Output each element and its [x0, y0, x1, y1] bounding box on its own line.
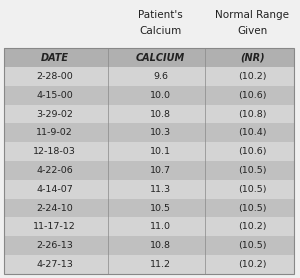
FancyBboxPatch shape	[4, 105, 293, 123]
Text: 12-18-03: 12-18-03	[33, 147, 76, 156]
Text: 3-29-02: 3-29-02	[36, 110, 73, 118]
FancyBboxPatch shape	[4, 180, 293, 199]
Text: 9.6: 9.6	[153, 72, 168, 81]
Text: (10.5): (10.5)	[238, 203, 266, 213]
Text: 11.3: 11.3	[150, 185, 171, 194]
Text: 11.0: 11.0	[150, 222, 171, 231]
Text: (NR): (NR)	[240, 53, 265, 63]
FancyBboxPatch shape	[4, 48, 293, 67]
Text: 4-27-13: 4-27-13	[36, 260, 73, 269]
Text: Given: Given	[237, 26, 267, 36]
FancyBboxPatch shape	[4, 67, 293, 86]
Text: (10.2): (10.2)	[238, 72, 266, 81]
Text: Normal Range: Normal Range	[215, 10, 289, 20]
FancyBboxPatch shape	[4, 123, 293, 142]
Text: 4-15-00: 4-15-00	[36, 91, 73, 100]
Text: (10.2): (10.2)	[238, 222, 266, 231]
Text: DATE: DATE	[40, 53, 68, 63]
Text: (10.5): (10.5)	[238, 166, 266, 175]
Text: (10.2): (10.2)	[238, 260, 266, 269]
FancyBboxPatch shape	[4, 161, 293, 180]
Text: Patient's: Patient's	[138, 10, 183, 20]
FancyBboxPatch shape	[4, 255, 293, 274]
Text: 4-22-06: 4-22-06	[36, 166, 73, 175]
Text: 11-9-02: 11-9-02	[36, 128, 73, 137]
Text: 10.0: 10.0	[150, 91, 171, 100]
FancyBboxPatch shape	[4, 236, 293, 255]
Text: 10.8: 10.8	[150, 241, 171, 250]
Text: 10.3: 10.3	[150, 128, 171, 137]
Text: Calcium: Calcium	[140, 26, 182, 36]
Text: 2-24-10: 2-24-10	[36, 203, 73, 213]
Text: 4-14-07: 4-14-07	[36, 185, 73, 194]
Text: 11-17-12: 11-17-12	[33, 222, 76, 231]
Text: 2-26-13: 2-26-13	[36, 241, 73, 250]
Text: (10.5): (10.5)	[238, 185, 266, 194]
Text: 10.7: 10.7	[150, 166, 171, 175]
FancyBboxPatch shape	[4, 199, 293, 217]
Text: 10.5: 10.5	[150, 203, 171, 213]
Text: 10.1: 10.1	[150, 147, 171, 156]
Text: (10.4): (10.4)	[238, 128, 266, 137]
Text: (10.6): (10.6)	[238, 91, 266, 100]
Text: 10.8: 10.8	[150, 110, 171, 118]
Text: 2-28-00: 2-28-00	[36, 72, 73, 81]
Text: (10.5): (10.5)	[238, 241, 266, 250]
FancyBboxPatch shape	[4, 86, 293, 105]
FancyBboxPatch shape	[4, 142, 293, 161]
Text: (10.8): (10.8)	[238, 110, 266, 118]
Text: 11.2: 11.2	[150, 260, 171, 269]
Text: CALCIUM: CALCIUM	[136, 53, 185, 63]
FancyBboxPatch shape	[4, 217, 293, 236]
Text: (10.6): (10.6)	[238, 147, 266, 156]
